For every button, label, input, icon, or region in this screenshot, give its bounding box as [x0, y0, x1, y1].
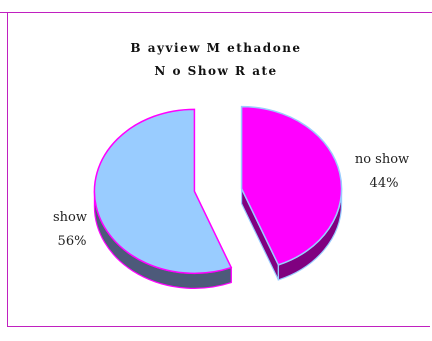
slice-percent-show: 56% [58, 234, 87, 249]
chart-title-line-1: B ayview M ethadone [130, 41, 302, 55]
slice-label-no-show: no show [355, 152, 409, 167]
pie-slice-show [93, 108, 233, 275]
chart-top-border [0, 12, 432, 13]
pie-slice-no-show [240, 105, 343, 266]
slice-label-show: show [53, 210, 87, 225]
slice-percent-no-show: 44% [370, 176, 399, 191]
chart-title-line-2: N o Show R ate [154, 64, 278, 78]
chart-frame [7, 12, 430, 327]
